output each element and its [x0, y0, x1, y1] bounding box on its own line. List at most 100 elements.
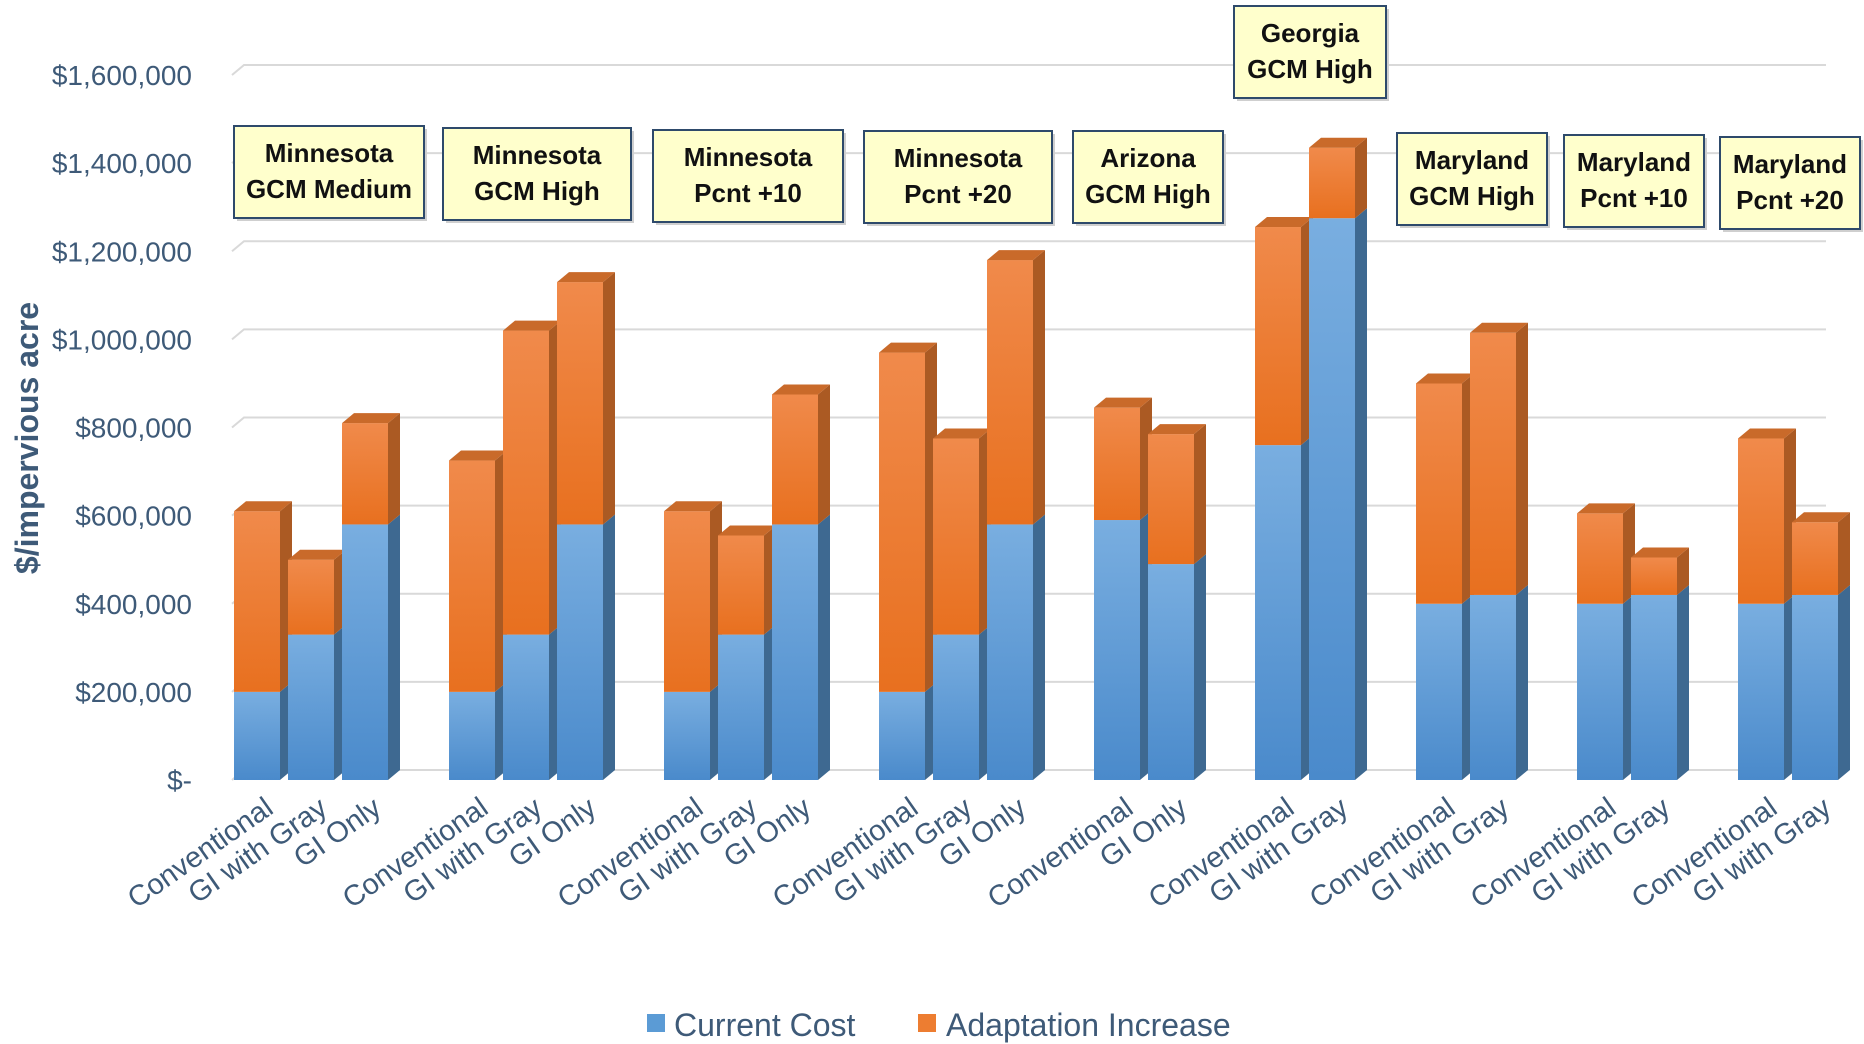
legend-swatch-adaptation-increase [918, 1014, 936, 1032]
group-label-line1: Arizona [1100, 143, 1196, 173]
bar-current-cost [503, 635, 549, 780]
bar-stack [1631, 547, 1689, 780]
y-tick-label: $800,000 [75, 413, 192, 444]
bar-adaptation-increase [987, 260, 1033, 524]
bar-adaptation-increase [288, 560, 334, 635]
bar-adaptation-increase-side [1194, 424, 1206, 564]
bar-adaptation-increase [1577, 513, 1623, 603]
bar-stack [449, 451, 507, 780]
bar-adaptation-increase-side [1033, 250, 1045, 524]
bar-stack [1470, 323, 1528, 780]
group-label-box: GeorgiaGCM High [1234, 6, 1389, 101]
group-label-box: Minnesota GCM Medium [234, 126, 427, 221]
bar-current-cost [1470, 595, 1516, 780]
bar-current-cost-side [1838, 585, 1850, 780]
group-label-line1: Georgia [1261, 18, 1360, 48]
bar-current-cost [933, 635, 979, 780]
bar-adaptation-increase-side [1355, 138, 1367, 219]
group-label-line2: Pcnt +10 [694, 178, 802, 208]
bar-current-cost [1416, 604, 1462, 780]
group-label-box: Arizona GCM High [1073, 131, 1226, 226]
bar-stack [1792, 512, 1850, 780]
group-label-box: MarylandPcnt +10 [1564, 135, 1707, 230]
bar-current-cost-side [1194, 554, 1206, 780]
group-label-line1: Minnesota [265, 138, 394, 168]
bar-stack [933, 429, 991, 780]
bar-stack [342, 413, 400, 780]
bar-adaptation-increase [342, 423, 388, 524]
bar-current-cost [1631, 595, 1677, 780]
bar-current-cost-side [603, 514, 615, 780]
bar-adaptation-increase [503, 331, 549, 635]
group-label-line1: Maryland [1577, 147, 1691, 177]
bar-adaptation-increase [1148, 434, 1194, 564]
bar-adaptation-increase [1470, 333, 1516, 595]
bar-current-cost-side [1516, 585, 1528, 780]
bar-adaptation-increase [664, 511, 710, 692]
bar-current-cost-side [1355, 208, 1367, 780]
group-label-line1: Maryland [1733, 149, 1847, 179]
y-tick-label: $400,000 [75, 589, 192, 620]
bar-current-cost [449, 692, 495, 780]
bar-current-cost [1148, 564, 1194, 780]
bar-stack [557, 272, 615, 780]
bar-adaptation-increase [718, 535, 764, 634]
bar-adaptation-increase-side [1838, 512, 1850, 595]
group-label-line1: Minnesota [473, 140, 602, 170]
bar-current-cost [234, 692, 280, 780]
bar-current-cost [1309, 218, 1355, 780]
group-label-box: Minnesota Pcnt +20 [864, 131, 1055, 226]
bar-stack [288, 550, 346, 780]
bar-current-cost [664, 692, 710, 780]
bar-current-cost-side [818, 514, 830, 780]
bar-adaptation-increase [1792, 522, 1838, 595]
bar-stack [1577, 503, 1635, 780]
bar-adaptation-increase [1255, 227, 1301, 445]
bar-stack [879, 343, 937, 780]
bar-current-cost [557, 524, 603, 780]
bar-adaptation-increase [1738, 439, 1784, 604]
bar-adaptation-increase [557, 282, 603, 524]
bar-adaptation-increase [1631, 557, 1677, 594]
y-tick-label: $200,000 [75, 677, 192, 708]
legend: Current Cost Adaptation Increase [647, 1007, 1231, 1043]
gridline [232, 241, 1826, 251]
bar-stack [772, 384, 830, 780]
bar-adaptation-increase-side [818, 384, 830, 524]
bar-current-cost-side [388, 514, 400, 780]
bar-current-cost [718, 635, 764, 780]
group-label-box: Maryland GCM High [1397, 133, 1550, 228]
bar-stack [1255, 217, 1313, 780]
bar-current-cost [1094, 520, 1140, 780]
bar-adaptation-increase [449, 461, 495, 692]
y-tick-label: $- [167, 765, 192, 796]
bar-adaptation-increase [1309, 148, 1355, 219]
bar-adaptation-increase [1094, 408, 1140, 520]
bar-adaptation-increase [1416, 383, 1462, 603]
group-label-box: Minnesota GCM High [443, 128, 634, 223]
bar-adaptation-increase-side [388, 413, 400, 524]
legend-label-adaptation-increase: Adaptation Increase [946, 1007, 1231, 1043]
y-tick-label: $1,400,000 [52, 148, 192, 179]
bar-current-cost [1255, 445, 1301, 780]
legend-label-current-cost: Current Cost [674, 1007, 856, 1043]
group-label-line2: Pcnt +20 [1736, 185, 1844, 215]
group-label-line2: GCM High [1409, 181, 1535, 211]
bar-stack [987, 250, 1045, 780]
legend-swatch-current-cost [647, 1014, 665, 1032]
bars [234, 138, 1850, 780]
bar-adaptation-increase [234, 511, 280, 692]
bar-current-cost [288, 635, 334, 780]
bar-current-cost [1738, 604, 1784, 780]
bar-current-cost-side [1677, 585, 1689, 780]
group-label-line2: GCM Medium [246, 174, 412, 204]
bar-adaptation-increase [772, 394, 818, 524]
group-label-box: Maryland Pcnt +20 [1720, 137, 1863, 232]
bar-stack [1416, 373, 1474, 780]
y-tick-label: $1,000,000 [52, 324, 192, 355]
group-label-line1: Minnesota [894, 143, 1023, 173]
bar-current-cost-side [1033, 514, 1045, 780]
bar-stack [718, 525, 776, 780]
